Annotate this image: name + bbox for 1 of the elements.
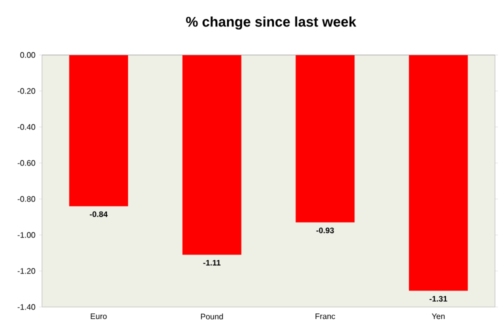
chart-title: % change since last week [186, 16, 356, 30]
